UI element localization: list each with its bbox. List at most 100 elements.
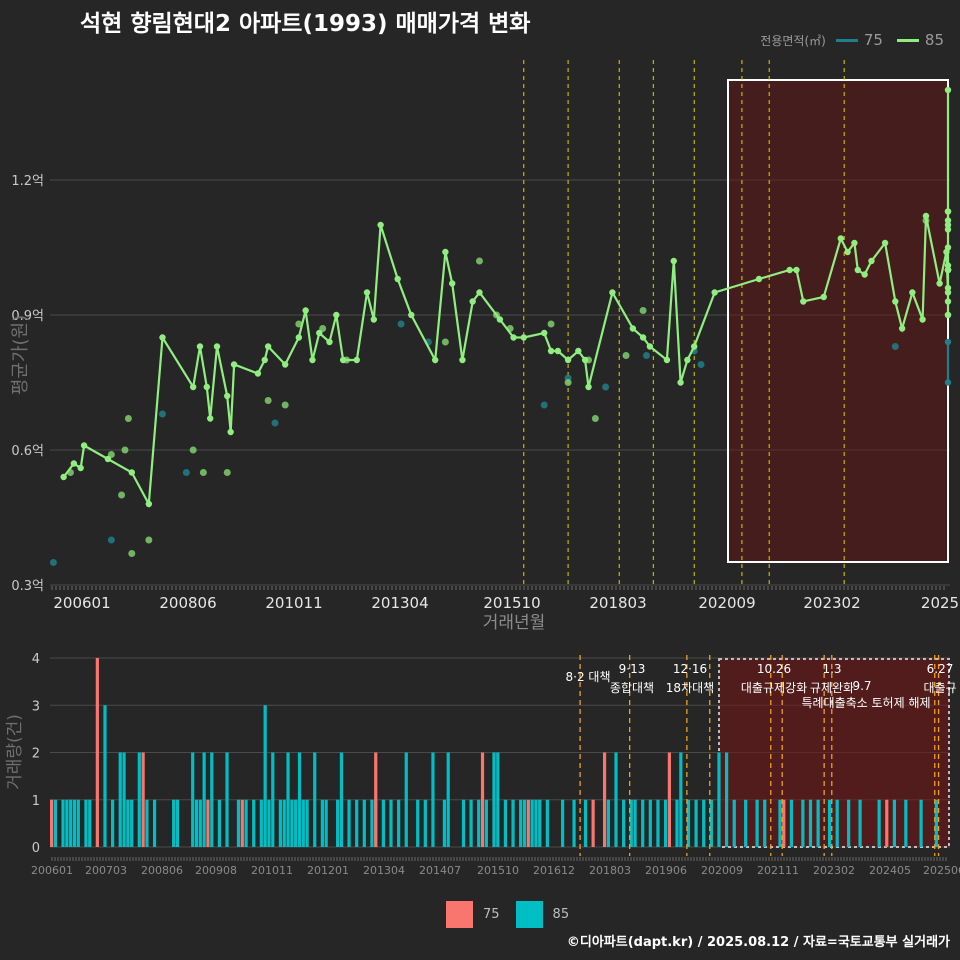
series-point-75 <box>944 379 952 386</box>
point-75 <box>602 383 610 391</box>
volume-bar-85 <box>137 752 141 847</box>
series-point-85 <box>70 460 78 467</box>
volume-bar-85 <box>892 799 896 847</box>
legend-box-85 <box>515 901 543 928</box>
series-point-85 <box>837 235 844 242</box>
volume-bar-85 <box>111 799 115 847</box>
point-75 <box>891 343 899 350</box>
volume-bar-85 <box>778 799 782 847</box>
series-point-85 <box>547 347 555 355</box>
series-point-85 <box>541 329 548 337</box>
volume-bar-85 <box>53 799 58 847</box>
volume-x-tick-label: 202009 <box>701 864 743 877</box>
series-point-85 <box>936 280 943 287</box>
volume-chart: 0 1 2 3 4 8·2 대책 9·13 종합대책 12·16 18차대책 10.26 대출규제강화… <box>5 652 960 877</box>
volume-bar-85 <box>297 752 302 847</box>
series-point-85 <box>800 298 807 305</box>
volume-bar-85 <box>301 799 305 847</box>
volume-x-tick-label: 201803 <box>589 864 631 877</box>
series-point-85 <box>861 271 868 278</box>
volume-bar-85 <box>709 799 713 847</box>
volume-x-tick-label: 201510 <box>477 864 519 877</box>
point-85 <box>118 491 126 499</box>
series-point-85 <box>196 343 204 350</box>
legend-swatch-85 <box>896 38 919 42</box>
y-tick-label: 0.3억 <box>11 579 44 594</box>
volume-bar-85 <box>225 752 229 847</box>
volume-bar-75 <box>206 799 210 847</box>
point-85 <box>319 325 327 332</box>
series-point-85 <box>145 500 153 508</box>
y-axis-label: 평균가(원) <box>10 315 31 395</box>
series-point-85 <box>793 266 800 274</box>
point-75 <box>642 352 650 359</box>
series-point-85 <box>302 307 309 314</box>
series-point-85 <box>408 311 415 319</box>
volume-bar-85 <box>103 705 107 847</box>
policy-label-date: 1.3 <box>822 662 841 676</box>
volume-x-tick-label: 201906 <box>645 864 687 877</box>
series-point-85 <box>609 289 616 296</box>
series-point-85 <box>944 221 952 229</box>
volume-bar-85 <box>126 799 130 847</box>
y-tick-label: 0.6억 <box>11 444 44 459</box>
volume-bar-85 <box>381 799 385 847</box>
volume-bar-85 <box>827 799 832 847</box>
point-75 <box>540 401 548 409</box>
volume-bar-85 <box>210 752 214 847</box>
volume-x-tick-label: 200703 <box>85 864 127 877</box>
volume-bar-85 <box>122 752 126 847</box>
volume-x-tick-label: 201011 <box>251 864 293 877</box>
volume-x-tick-label: 201304 <box>363 864 405 877</box>
series-point-85 <box>944 208 952 215</box>
series-point-85 <box>944 262 952 269</box>
legend-label-75: 75 <box>863 31 883 49</box>
point-85 <box>223 469 231 476</box>
series-point-85 <box>786 266 793 274</box>
volume-bar-85 <box>511 799 515 847</box>
volume-x-tick-label: 200601 <box>31 864 73 877</box>
series-point-85 <box>469 298 476 305</box>
series-point-85 <box>520 334 527 341</box>
series-point-85 <box>104 455 112 463</box>
volume-bar-85 <box>252 799 256 847</box>
series-point-85 <box>510 334 517 341</box>
series-point-85 <box>881 239 889 247</box>
volume-bar-85 <box>469 799 473 847</box>
volume-bar-85 <box>397 799 401 847</box>
volume-y-tick-label: 4 <box>32 652 40 667</box>
series-point-85 <box>922 212 930 220</box>
volume-bar-85 <box>717 752 721 847</box>
point-75 <box>158 410 166 418</box>
series-point-85 <box>230 361 238 368</box>
volume-bar-85 <box>76 799 80 847</box>
volume-bar-85 <box>633 799 637 847</box>
series-point-85 <box>944 86 952 94</box>
volume-bar-85 <box>389 799 393 847</box>
point-85 <box>124 415 132 422</box>
volume-bar-85 <box>370 799 374 847</box>
volume-bar-85 <box>522 799 527 847</box>
volume-bar-85 <box>172 799 176 847</box>
volume-bar-75 <box>885 799 889 847</box>
point-75 <box>271 419 279 427</box>
volume-bar-85 <box>519 799 523 847</box>
legend-box-label-75: 75 <box>483 907 500 922</box>
legend-swatch-75 <box>835 38 858 42</box>
series-point-85 <box>159 334 166 341</box>
volume-bar-75 <box>95 658 99 847</box>
volume-bar-85 <box>694 799 698 847</box>
x-tick-label: 201803 <box>589 594 646 612</box>
series-point-85 <box>581 356 589 364</box>
series-point-85 <box>684 356 691 364</box>
point-85 <box>189 446 197 454</box>
volume-x-tick-label: 201407 <box>419 864 461 877</box>
series-point-85 <box>820 293 827 301</box>
volume-bar-85 <box>404 752 408 847</box>
point-85 <box>199 469 207 476</box>
volume-bar-85 <box>686 799 691 847</box>
volume-x-tick-label: 202302 <box>813 864 855 877</box>
policy-label-name: 18차대책 <box>666 680 714 695</box>
volume-bar-85 <box>263 705 267 847</box>
volume-bar-85 <box>904 799 908 847</box>
